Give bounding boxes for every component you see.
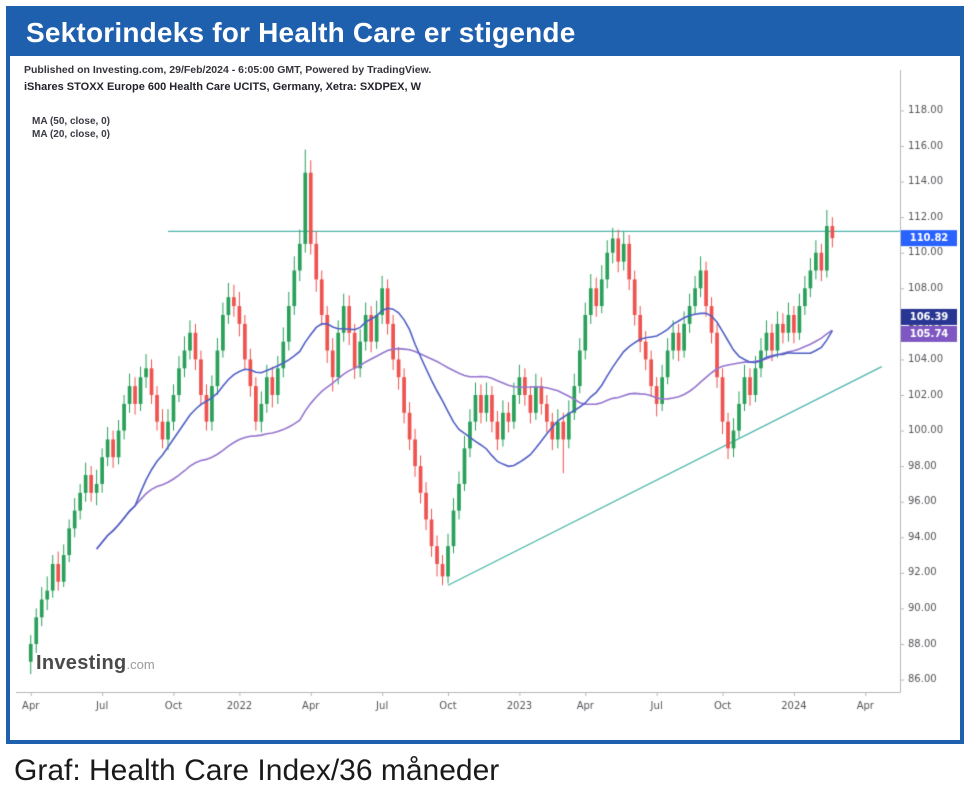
headline-bar: Sektorindeks for Health Care er stigende	[10, 10, 960, 56]
watermark-light: .com	[127, 657, 155, 672]
published-line: Published on Investing.com, 29/Feb/2024 …	[24, 64, 431, 76]
investing-watermark: Investing.com	[36, 652, 155, 675]
candlestick-canvas	[10, 56, 960, 740]
caption: Graf: Health Care Index/36 måneder	[14, 754, 499, 788]
ma50-legend: MA (50, close, 0)	[32, 116, 110, 127]
symbol-line: iShares STOXX Europe 600 Health Care UCI…	[24, 81, 421, 93]
headline-title: Sektorindeks for Health Care er stigende	[26, 17, 576, 49]
chart-panel: Published on Investing.com, 29/Feb/2024 …	[10, 56, 960, 740]
chart-frame: Sektorindeks for Health Care er stigende…	[6, 6, 964, 744]
page: Sektorindeks for Health Care er stigende…	[0, 0, 970, 810]
watermark-bold: Investing	[36, 652, 127, 674]
ma20-legend: MA (20, close, 0)	[32, 129, 110, 140]
